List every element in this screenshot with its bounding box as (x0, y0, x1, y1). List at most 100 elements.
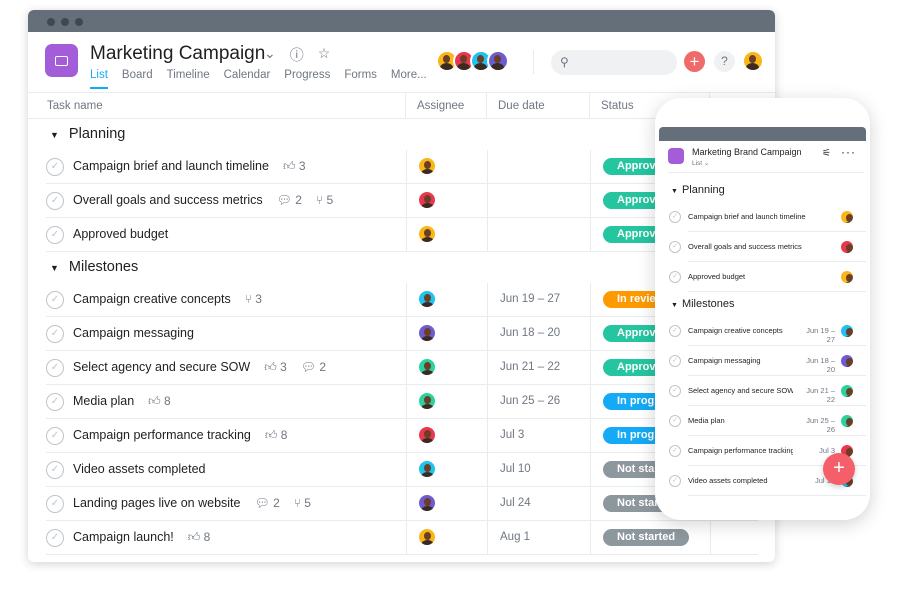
assignee-cell[interactable] (406, 385, 487, 418)
tab-calendar[interactable]: Calendar (223, 69, 271, 81)
table-row[interactable]: ✓ Campaign creative concepts ⑂ 3 Jun 19 – 2… (46, 283, 758, 317)
complete-checkbox[interactable]: ✓ (46, 359, 64, 377)
likes-count[interactable]: 👍︎ 8 (188, 530, 211, 544)
more-icon[interactable]: ··· (841, 145, 856, 159)
complete-checkbox[interactable]: ✓ (669, 241, 681, 253)
complete-checkbox[interactable]: ✓ (46, 529, 64, 547)
table-row[interactable]: ✓ Landing pages live on website 💬︎ 2 ⑂ 5 Jul… (46, 487, 758, 521)
task-name[interactable]: Media plan (73, 394, 135, 408)
complete-checkbox[interactable]: ✓ (46, 393, 64, 411)
comments-count[interactable]: 💬︎ 2 (277, 193, 302, 207)
likes-count[interactable]: 👍︎ 8 (265, 428, 288, 442)
star-icon[interactable]: ☆ (317, 45, 331, 61)
search-input[interactable]: ⚲ (551, 50, 677, 75)
task-name[interactable]: Campaign brief and launch timeline (688, 212, 806, 221)
user-avatar[interactable] (742, 50, 764, 72)
help-button[interactable]: ? (714, 51, 735, 72)
assignee-cell[interactable] (406, 487, 487, 520)
avatar[interactable] (417, 357, 437, 377)
column-due-date[interactable]: Due date (487, 93, 590, 119)
task-name[interactable]: Approved budget (688, 272, 746, 281)
window-minimize-dot[interactable] (61, 18, 69, 26)
table-row[interactable]: ✓ Overall goals and success metrics 💬︎ 2 ⑂ … (46, 184, 758, 218)
table-row[interactable]: ✓ Video assets completed Jul 10 Not started (46, 453, 758, 487)
mobile-list-item[interactable]: ✓ Campaign creative concepts Jun 19 – 27 (668, 316, 866, 346)
complete-checkbox[interactable]: ✓ (669, 355, 681, 367)
due-date[interactable] (487, 218, 590, 251)
avatar[interactable] (417, 323, 437, 343)
complete-checkbox[interactable]: ✓ (669, 211, 681, 223)
avatar[interactable] (840, 240, 854, 254)
due-date[interactable]: Jun 21 – 22 (487, 351, 590, 384)
likes-count[interactable]: 👍︎ 3 (264, 360, 287, 374)
complete-checkbox[interactable]: ✓ (46, 226, 64, 244)
window-close-dot[interactable] (47, 18, 55, 26)
assignee-cell[interactable] (406, 419, 487, 452)
complete-checkbox[interactable]: ✓ (46, 325, 64, 343)
assignee-cell[interactable] (406, 184, 487, 217)
task-name[interactable]: Overall goals and success metrics (688, 242, 802, 251)
mobile-section-header[interactable]: ▼ Planning (668, 178, 866, 202)
assignee-cell[interactable] (406, 521, 487, 554)
due-date[interactable]: Aug 1 (487, 521, 590, 554)
due-date[interactable] (487, 150, 590, 183)
chevron-down-icon[interactable]: ⌄ (264, 45, 276, 61)
avatar[interactable] (417, 156, 437, 176)
table-row[interactable]: ✓ Approved budget Approved (46, 218, 758, 252)
caret-down-icon[interactable]: ▼ (50, 263, 59, 273)
avatar[interactable] (840, 324, 854, 338)
caret-down-icon[interactable]: ▼ (671, 302, 678, 309)
tab-list[interactable]: List (90, 69, 108, 89)
complete-checkbox[interactable]: ✓ (46, 427, 64, 445)
avatar[interactable] (417, 425, 437, 445)
due-date[interactable]: Jul 10 (487, 453, 590, 486)
mobile-list-item[interactable]: ✓ Media plan Jun 25 – 26 (668, 406, 866, 436)
mobile-list-item[interactable]: ✓ Approved budget (668, 262, 866, 292)
avatar[interactable] (487, 50, 509, 72)
task-name[interactable]: Campaign brief and launch timeline (73, 159, 269, 173)
mobile-list-item[interactable]: ✓ Overall goals and success metrics (668, 232, 866, 262)
subtasks-count[interactable]: ⑂ 5 (294, 496, 311, 510)
tab-board[interactable]: Board (121, 69, 153, 81)
complete-checkbox[interactable]: ✓ (46, 461, 64, 479)
table-row[interactable]: ✓ Select agency and secure SOW 👍︎ 3 💬︎ 2 Jun… (46, 351, 758, 385)
avatar[interactable] (417, 527, 437, 547)
mobile-list-item[interactable]: ✓ Campaign messaging Jun 18 – 20 (668, 346, 866, 376)
view-switcher[interactable]: List ⌄ (692, 160, 710, 167)
subtasks-count[interactable]: ⑂ 5 (316, 193, 333, 207)
complete-checkbox[interactable]: ✓ (669, 475, 681, 487)
complete-checkbox[interactable]: ✓ (669, 415, 681, 427)
complete-checkbox[interactable]: ✓ (46, 158, 64, 176)
due-date[interactable]: Jul 3 (487, 419, 590, 452)
due-date[interactable]: Jun 25 – 26 (487, 385, 590, 418)
task-name[interactable]: Campaign messaging (688, 356, 761, 365)
task-name[interactable]: Select agency and secure SOW (73, 360, 251, 374)
due-date[interactable]: Jun 18 – 20 (487, 317, 590, 350)
avatar[interactable] (417, 224, 437, 244)
likes-count[interactable]: 👍︎ 3 (283, 159, 306, 173)
task-name[interactable]: Campaign creative concepts (73, 292, 231, 306)
caret-down-icon[interactable]: ▼ (671, 188, 678, 195)
filter-icon[interactable]: ⚟ (822, 148, 831, 159)
complete-checkbox[interactable]: ✓ (46, 291, 64, 309)
task-name[interactable]: Video assets completed (688, 476, 768, 485)
tab-timeline[interactable]: Timeline (166, 69, 210, 81)
avatar[interactable] (840, 384, 854, 398)
comments-count[interactable]: 💬︎ 2 (301, 360, 326, 374)
complete-checkbox[interactable]: ✓ (669, 385, 681, 397)
table-row[interactable]: ✓ Campaign launch! 👍︎ 8 Aug 1 Not started (46, 521, 758, 555)
status-cell[interactable]: Not started (590, 521, 710, 554)
avatar[interactable] (417, 493, 437, 513)
mobile-section-header[interactable]: ▼ Milestones (668, 292, 866, 316)
task-name[interactable]: Select agency and secure SOW (688, 386, 793, 395)
comments-count[interactable]: 💬︎ 2 (254, 496, 279, 510)
complete-checkbox[interactable]: ✓ (669, 325, 681, 337)
task-name[interactable]: Campaign launch! (73, 530, 174, 544)
task-name[interactable]: Media plan (688, 416, 725, 425)
task-name[interactable]: Campaign performance tracking (688, 446, 793, 455)
due-date[interactable]: Jun 19 – 27 (487, 283, 590, 316)
likes-count[interactable]: 👍︎ 8 (148, 394, 171, 408)
tab-progress[interactable]: Progress (284, 69, 331, 81)
due-date[interactable]: Jul 24 (487, 487, 590, 520)
